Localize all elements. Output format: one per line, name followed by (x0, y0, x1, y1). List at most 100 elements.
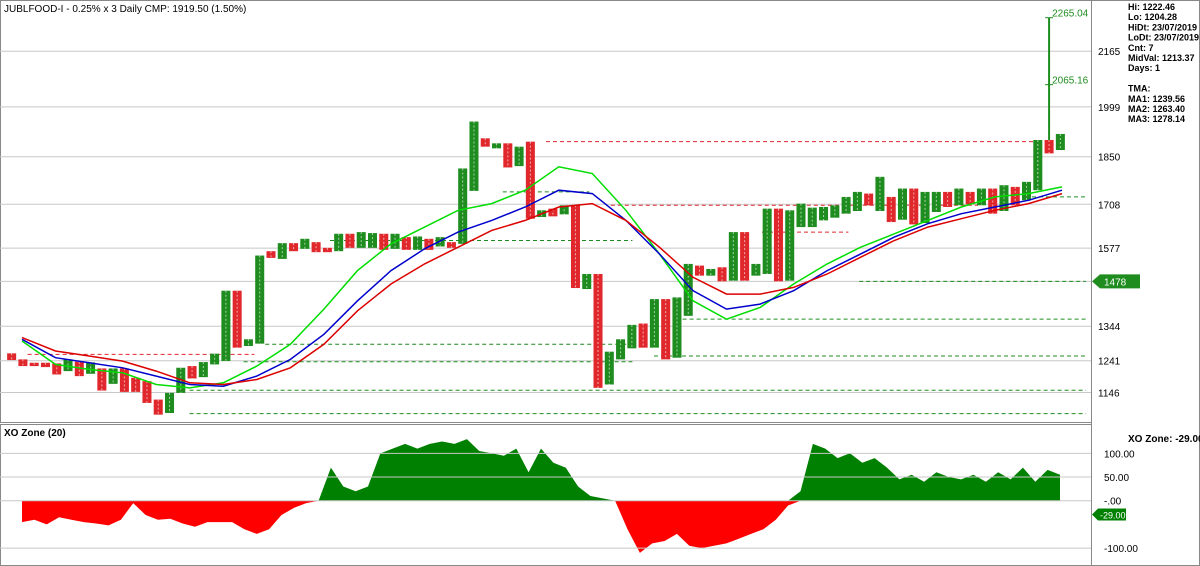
o-column (232, 290, 242, 348)
ma-line (21, 192, 1063, 386)
x-column (807, 207, 817, 228)
xo-tick-label: 100.00 (1104, 449, 1135, 460)
info-line: MA2: 1263.40 (1128, 104, 1185, 114)
o-column (965, 191, 975, 205)
column-body (965, 191, 975, 205)
column-body (469, 121, 479, 191)
column-body (277, 243, 287, 259)
x-column (243, 339, 253, 346)
o-column (153, 399, 163, 415)
column-body (243, 339, 253, 346)
x-column (86, 362, 96, 374)
x-column (706, 268, 716, 276)
x-column (931, 191, 941, 212)
column-body (187, 366, 197, 379)
column-body (785, 210, 795, 281)
o-column (97, 368, 107, 391)
o-column (7, 353, 17, 361)
column-body (401, 237, 411, 250)
o-column (886, 196, 896, 223)
o-column (40, 362, 50, 368)
xo-negative-area (22, 500, 1060, 553)
o-column (593, 273, 603, 388)
column-body (525, 141, 535, 219)
x-column (356, 232, 366, 248)
x-column (413, 236, 423, 250)
column-body (446, 242, 456, 248)
column-body (18, 359, 28, 367)
o-column (638, 323, 648, 348)
x-column (514, 146, 524, 167)
x-column (334, 233, 344, 252)
moving-average-lines (21, 166, 1063, 389)
chart-title: JUBLFOOD-I - 0.25% x 3 Daily CMP: 1919.5… (4, 4, 246, 15)
column-body (943, 191, 953, 207)
x-column (796, 203, 806, 228)
x-column (897, 188, 907, 220)
y-tick-label: 1146 (1098, 389, 1120, 400)
column-body (819, 206, 829, 221)
info-line: LoDt: 23/07/2019 (1128, 33, 1199, 43)
o-column (379, 233, 389, 250)
o-column (142, 381, 152, 403)
o-column (864, 193, 874, 206)
info-line: MA1: 1239.56 (1128, 94, 1185, 104)
o-column (424, 238, 434, 250)
x-column (198, 362, 208, 378)
price-y-axis: 2165199918501708157714781344124111461478 (1092, 47, 1140, 400)
x-column (649, 299, 659, 348)
o-column (1010, 186, 1020, 206)
column-body (931, 191, 941, 212)
column-body (97, 368, 107, 391)
column-body (345, 233, 355, 248)
y-tick-label: 1344 (1098, 322, 1121, 333)
column-body (717, 267, 727, 282)
grid-lines (0, 50, 1091, 394)
x-column (785, 210, 795, 281)
column-body (627, 324, 637, 349)
o-column (401, 237, 411, 250)
x-column (627, 324, 637, 349)
column-body (221, 290, 231, 362)
x-column (469, 121, 479, 191)
column-body (492, 143, 502, 149)
x-column (999, 185, 1009, 211)
o-column (503, 143, 513, 168)
o-column (570, 205, 580, 289)
o-column (909, 188, 919, 225)
y-tick-label: 1577 (1098, 244, 1121, 255)
o-column (311, 242, 321, 253)
column-body (897, 188, 907, 220)
x-column (819, 206, 829, 221)
o-column (740, 232, 750, 281)
o-column (717, 267, 727, 282)
column-body (74, 361, 84, 377)
o-column (661, 299, 671, 360)
x-column (616, 339, 626, 360)
x-column (751, 263, 761, 276)
column-body (119, 368, 129, 392)
y-tick-label: 1999 (1098, 103, 1121, 114)
xo-y-axis: 100.00 50.00 -.00 -100.00 -29.00 (0, 449, 1138, 555)
o-column (345, 233, 355, 248)
o-column (988, 188, 998, 214)
column-body (108, 368, 118, 384)
price-badge (1092, 274, 1140, 289)
x-column (1022, 181, 1032, 201)
column-body (413, 236, 423, 250)
x-column (920, 191, 930, 224)
o-column (1044, 139, 1054, 154)
o-column (446, 242, 456, 248)
column-body (322, 247, 332, 253)
x-column (954, 188, 964, 206)
x-column (210, 353, 220, 365)
x-column (63, 359, 73, 372)
price-badge-label: 1478 (1104, 277, 1127, 288)
column-body (706, 268, 716, 276)
xo-zone-area (22, 439, 1060, 553)
o-column (266, 251, 276, 258)
x-column (1055, 133, 1065, 151)
x-column (300, 238, 310, 249)
o-column (119, 368, 129, 392)
x-column (108, 368, 118, 384)
